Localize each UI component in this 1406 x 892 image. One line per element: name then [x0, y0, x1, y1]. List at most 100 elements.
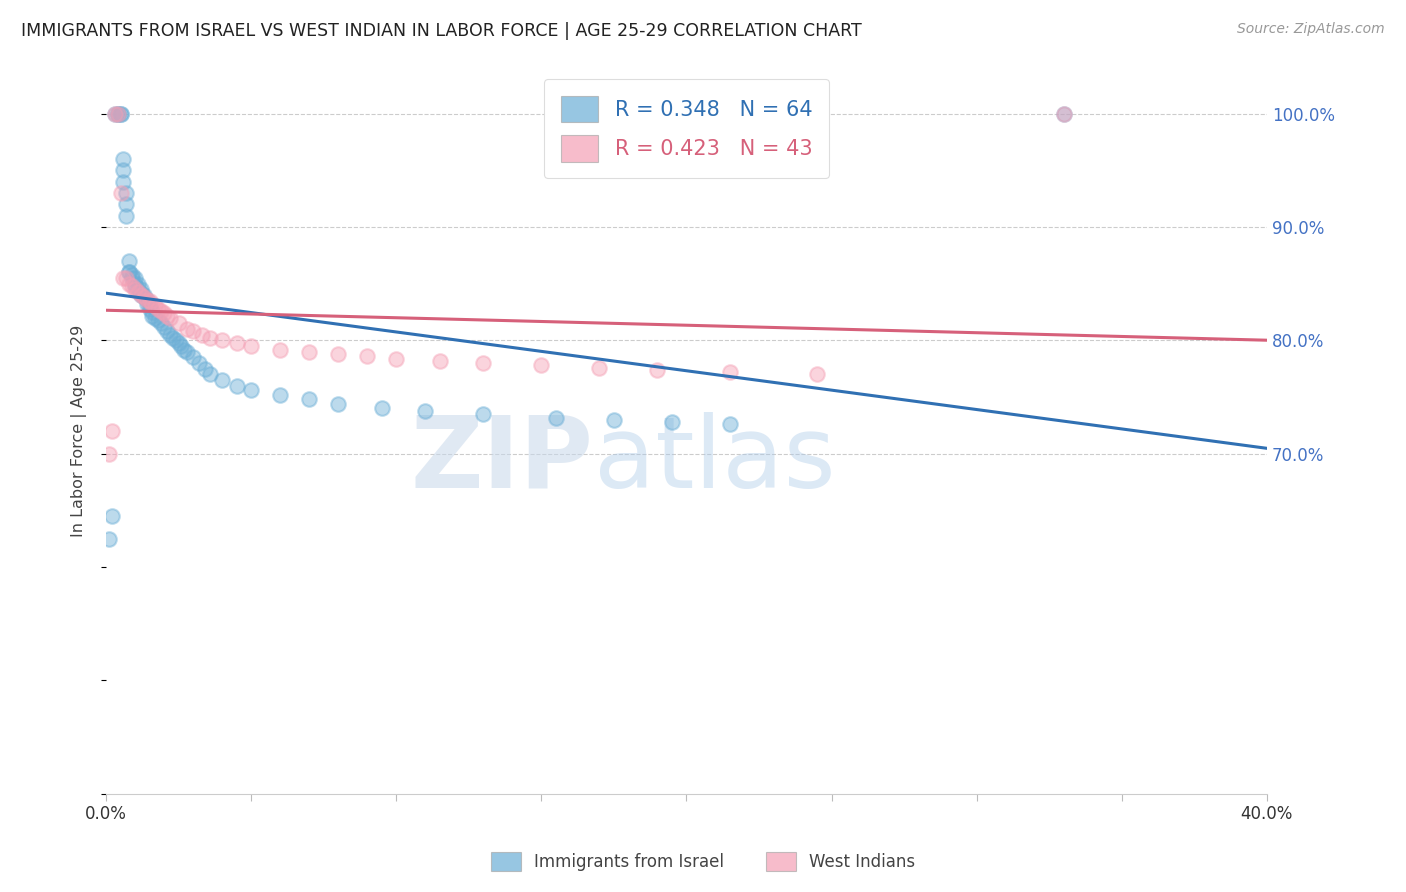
- Point: [118, 277, 141, 291]
- Point: [115, 209, 138, 223]
- Point: [143, 310, 166, 325]
- Point: [138, 300, 160, 314]
- Point: [132, 290, 155, 304]
- Point: [115, 271, 138, 285]
- Point: [141, 305, 163, 319]
- Point: [165, 334, 187, 348]
- Text: IMMIGRANTS FROM ISRAEL VS WEST INDIAN IN LABOR FORCE | AGE 25-29 CORRELATION CHA: IMMIGRANTS FROM ISRAEL VS WEST INDIAN IN…: [21, 22, 862, 40]
- Point: [141, 297, 163, 311]
- Point: [101, 424, 124, 438]
- Point: [148, 313, 170, 327]
- Point: [127, 277, 149, 291]
- Point: [472, 407, 495, 421]
- Point: [110, 107, 132, 121]
- Point: [159, 327, 181, 342]
- Point: [191, 327, 214, 342]
- Point: [413, 403, 436, 417]
- Point: [138, 293, 160, 308]
- Point: [167, 317, 190, 331]
- Point: [181, 325, 204, 339]
- Point: [118, 265, 141, 279]
- Point: [187, 356, 209, 370]
- Point: [211, 373, 233, 387]
- Point: [115, 186, 138, 201]
- Point: [104, 107, 127, 121]
- Point: [385, 351, 408, 366]
- Point: [176, 344, 198, 359]
- Point: [107, 107, 129, 121]
- Point: [112, 163, 135, 178]
- Point: [269, 343, 291, 357]
- Point: [104, 107, 127, 121]
- Point: [588, 360, 610, 375]
- Point: [356, 349, 378, 363]
- Point: [110, 107, 132, 121]
- Point: [121, 268, 143, 282]
- Point: [141, 309, 163, 323]
- Point: [135, 297, 157, 311]
- Point: [101, 509, 124, 524]
- Point: [132, 288, 155, 302]
- Point: [200, 368, 222, 382]
- Point: [429, 354, 451, 368]
- Point: [110, 186, 132, 201]
- Point: [194, 361, 217, 376]
- Point: [647, 363, 669, 377]
- Point: [107, 107, 129, 121]
- Point: [1053, 107, 1076, 121]
- Point: [135, 293, 157, 307]
- Point: [328, 347, 350, 361]
- Point: [124, 283, 146, 297]
- Point: [173, 343, 195, 357]
- Point: [472, 356, 495, 370]
- Point: [107, 107, 129, 121]
- Point: [97, 532, 120, 546]
- Point: [530, 359, 553, 373]
- Point: [143, 300, 166, 314]
- Point: [118, 265, 141, 279]
- Point: [112, 271, 135, 285]
- Point: [298, 392, 321, 407]
- Point: [121, 271, 143, 285]
- Point: [118, 254, 141, 268]
- Point: [135, 293, 157, 307]
- Point: [661, 415, 683, 429]
- Point: [167, 335, 190, 350]
- Text: atlas: atlas: [593, 411, 835, 508]
- Point: [97, 447, 120, 461]
- Point: [298, 344, 321, 359]
- Point: [129, 285, 152, 300]
- Point: [129, 288, 152, 302]
- Point: [806, 368, 828, 382]
- Point: [156, 309, 179, 323]
- Point: [115, 197, 138, 211]
- Point: [240, 384, 263, 398]
- Point: [112, 175, 135, 189]
- Point: [138, 301, 160, 316]
- Point: [129, 283, 152, 297]
- Point: [121, 279, 143, 293]
- Point: [153, 319, 176, 334]
- Point: [129, 288, 152, 302]
- Point: [211, 334, 233, 348]
- Point: [181, 351, 204, 365]
- Point: [328, 397, 350, 411]
- Point: [603, 413, 626, 427]
- Point: [132, 290, 155, 304]
- Point: [150, 317, 173, 331]
- Point: [225, 335, 247, 350]
- Point: [200, 331, 222, 345]
- Text: ZIP: ZIP: [411, 411, 593, 508]
- Point: [370, 401, 392, 416]
- Point: [162, 331, 184, 345]
- Y-axis label: In Labor Force | Age 25-29: In Labor Force | Age 25-29: [72, 325, 87, 537]
- Point: [124, 271, 146, 285]
- Text: Source: ZipAtlas.com: Source: ZipAtlas.com: [1237, 22, 1385, 37]
- Point: [1053, 107, 1076, 121]
- Point: [170, 339, 193, 353]
- Point: [127, 285, 149, 299]
- Point: [124, 277, 146, 291]
- Point: [544, 410, 567, 425]
- Point: [124, 279, 146, 293]
- Point: [269, 388, 291, 402]
